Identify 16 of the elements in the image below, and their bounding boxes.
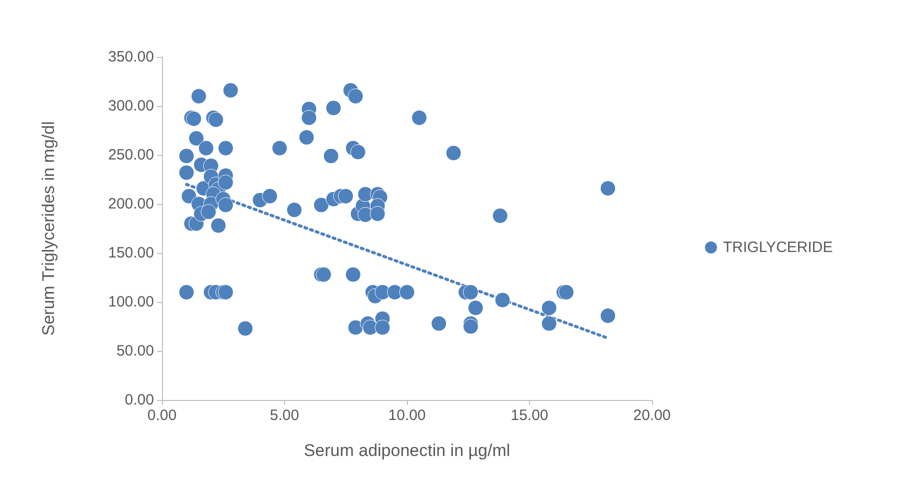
x-tick-label: 15.00 [510,407,548,424]
y-tick-label: 300.00 [108,98,154,114]
legend-label: TRIGLYCERIDE [723,239,833,256]
y-tick-label: 50.00 [116,342,154,360]
x-axis-title: Serum adiponectin in µg/ml [304,441,510,460]
y-tick-label: 200.00 [108,196,154,212]
x-tick-label: 10.00 [388,407,426,424]
y-tick-label: 100.00 [108,294,154,310]
y-tick-label: 0.00 [124,392,154,408]
y-tick-label: 350.00 [108,48,154,66]
y-axis-title: Serum Triglycerides in mg/dl [39,121,58,336]
y-tick-label: 150.00 [108,244,154,262]
x-tick-label: 0.00 [147,407,177,424]
x-tick-label: 5.00 [270,407,300,424]
x-tick-label: 20.00 [633,407,671,424]
y-tick-label: 250.00 [108,146,154,164]
